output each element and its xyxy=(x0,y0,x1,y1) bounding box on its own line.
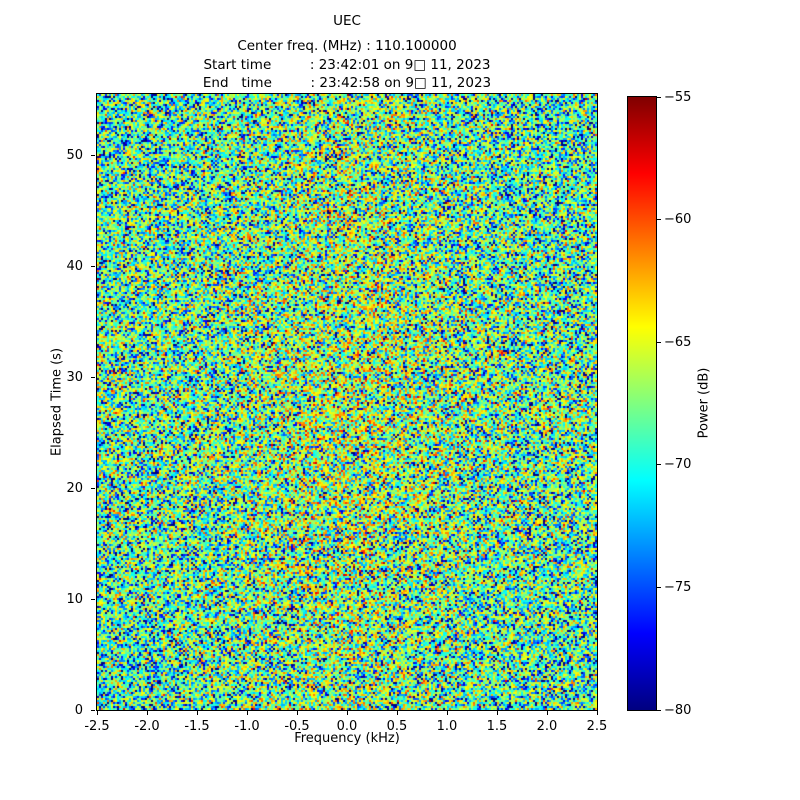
x-tick-mark xyxy=(546,711,548,715)
x-tick-label: 2.5 xyxy=(586,719,608,734)
x-tick-label: -1.0 xyxy=(234,719,260,734)
x-tick-label: -1.5 xyxy=(184,719,210,734)
colorbar xyxy=(627,96,657,711)
y-tick-label: 10 xyxy=(66,591,83,607)
x-tick-label: -2.5 xyxy=(84,719,110,734)
x-tick-label: -2.0 xyxy=(134,719,160,734)
x-tick-label: 0.0 xyxy=(336,719,358,734)
y-tick-mark xyxy=(91,265,95,267)
colorbar-tick-mark xyxy=(657,96,661,98)
y-tick-label: 0 xyxy=(74,702,83,718)
y-tick-mark xyxy=(91,487,95,489)
spectrogram-canvas xyxy=(97,94,597,710)
colorbar-tick-mark xyxy=(657,341,661,343)
x-tick-mark xyxy=(246,711,248,715)
y-tick-label: 50 xyxy=(66,147,83,163)
colorbar-tick-label: −70 xyxy=(664,457,692,473)
x-tick-label: 2.0 xyxy=(536,719,558,734)
header-line-start-time: Start time : 23:42:01 on 9□ 11, 2023 xyxy=(203,56,491,73)
x-tick-mark xyxy=(446,711,448,715)
x-tick-mark xyxy=(196,711,198,715)
x-tick-label: -0.5 xyxy=(284,719,310,734)
y-tick-mark xyxy=(91,376,95,378)
colorbar-tick-mark xyxy=(657,586,661,588)
y-tick-mark xyxy=(91,598,95,600)
x-tick-mark xyxy=(346,711,348,715)
x-tick-mark xyxy=(296,711,298,715)
x-tick-mark xyxy=(396,711,398,715)
x-tick-mark xyxy=(496,711,498,715)
header-line-center-freq: Center freq. (MHz) : 110.100000 xyxy=(237,38,457,54)
y-axis-label: Elapsed Time (s) xyxy=(49,347,65,457)
y-tick-mark xyxy=(91,709,95,711)
colorbar-tick-label: −75 xyxy=(664,579,692,595)
x-tick-mark xyxy=(96,711,98,715)
y-tick-label: 20 xyxy=(66,480,83,496)
colorbar-tick-mark xyxy=(657,219,661,221)
x-tick-label: 0.5 xyxy=(386,719,408,734)
x-tick-label: 1.0 xyxy=(436,719,458,734)
colorbar-tick-mark xyxy=(657,709,661,711)
header-block: Center freq. (MHz) : 110.100000 Start ti… xyxy=(97,37,597,93)
header-line-end-time: End time : 23:42:58 on 9□ 11, 2023 xyxy=(202,75,492,91)
x-axis-label: Frequency (kHz) xyxy=(294,731,400,746)
colorbar-tick-mark xyxy=(657,464,661,466)
plot-area xyxy=(96,93,598,711)
colorbar-label: Power (dB) xyxy=(696,367,712,439)
colorbar-tick-label: −80 xyxy=(664,702,692,718)
chart-title: UEC xyxy=(333,13,361,29)
y-tick-label: 30 xyxy=(66,369,83,385)
colorbar-tick-label: −65 xyxy=(664,334,692,350)
x-tick-mark xyxy=(596,711,598,715)
y-tick-mark xyxy=(91,154,95,156)
y-tick-label: 40 xyxy=(66,258,83,274)
colorbar-tick-label: −60 xyxy=(664,212,692,228)
x-tick-label: 1.5 xyxy=(486,719,508,734)
colorbar-tick-label: −55 xyxy=(664,89,692,105)
x-tick-mark xyxy=(146,711,148,715)
